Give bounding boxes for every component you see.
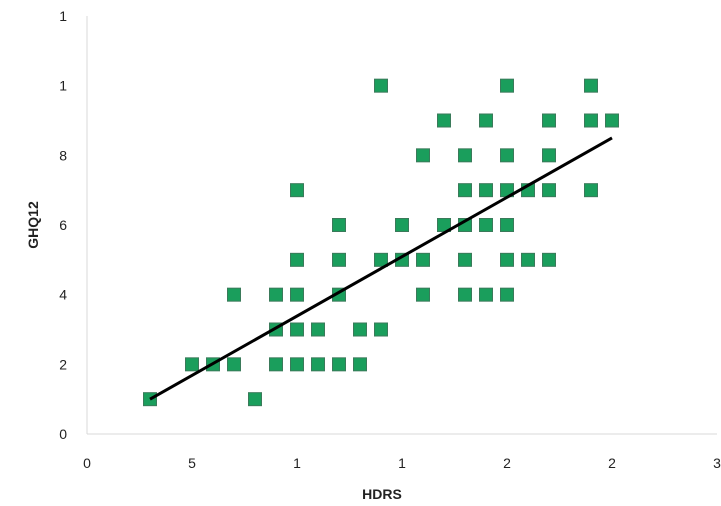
data-point <box>479 183 493 198</box>
data-point <box>269 357 283 372</box>
data-point <box>416 252 430 267</box>
y-tick-label: 1 <box>59 78 67 94</box>
data-point <box>290 322 304 337</box>
data-point <box>353 322 367 337</box>
y-tick-label: 6 <box>59 217 67 233</box>
data-point <box>227 287 241 302</box>
data-point <box>479 218 493 232</box>
data-point <box>500 78 514 93</box>
data-point <box>311 357 325 372</box>
data-point <box>479 287 493 302</box>
data-point <box>584 183 598 198</box>
data-point <box>584 78 598 93</box>
x-tick-label: 1 <box>398 455 406 471</box>
data-point <box>269 287 283 302</box>
data-point <box>332 357 346 372</box>
data-point <box>584 113 598 128</box>
data-point <box>458 252 472 267</box>
x-tick-label: 0 <box>83 455 91 471</box>
data-point <box>353 357 367 372</box>
y-axis-title: GHQ12 <box>25 201 41 249</box>
data-point <box>500 148 514 163</box>
data-point <box>332 218 346 232</box>
data-point <box>521 252 535 267</box>
data-point <box>374 252 388 267</box>
x-tick-label: 2 <box>608 455 616 471</box>
x-tick-label: 1 <box>293 455 301 471</box>
data-point <box>185 357 199 372</box>
data-point <box>542 148 556 163</box>
x-tick-label: 3 <box>713 455 721 471</box>
x-axis-title: HDRS <box>362 486 402 502</box>
data-point <box>416 148 430 163</box>
x-tick-label: 2 <box>503 455 511 471</box>
data-point <box>227 357 241 372</box>
axes <box>86 16 717 435</box>
data-points <box>143 78 619 407</box>
data-point <box>374 78 388 93</box>
data-point <box>458 183 472 198</box>
data-point <box>374 322 388 337</box>
data-point <box>290 287 304 302</box>
data-point <box>458 148 472 163</box>
data-point <box>437 113 451 128</box>
data-point <box>290 252 304 267</box>
y-tick-label: 8 <box>59 147 67 163</box>
y-tick-label: 0 <box>59 426 67 442</box>
data-point <box>416 287 430 302</box>
data-point <box>542 113 556 128</box>
data-point <box>395 218 409 232</box>
x-tick-label: 5 <box>188 455 196 471</box>
data-point <box>500 218 514 232</box>
data-point <box>248 392 262 407</box>
trendline <box>149 136 613 401</box>
data-point <box>458 287 472 302</box>
data-point <box>311 322 325 337</box>
data-point <box>500 252 514 267</box>
y-tick-labels: 0 2 4 6 8 1 1 <box>59 8 67 442</box>
data-point <box>605 113 619 128</box>
y-tick-label: 4 <box>59 287 67 303</box>
data-point <box>542 183 556 198</box>
data-point <box>500 287 514 302</box>
y-tick-label: 2 <box>59 356 67 372</box>
data-point <box>290 357 304 372</box>
data-point <box>290 183 304 198</box>
data-point <box>542 252 556 267</box>
data-point <box>479 113 493 128</box>
y-tick-label: 1 <box>59 8 67 24</box>
data-point <box>332 252 346 267</box>
x-tick-labels: 0 5 1 1 2 2 3 <box>83 455 721 471</box>
